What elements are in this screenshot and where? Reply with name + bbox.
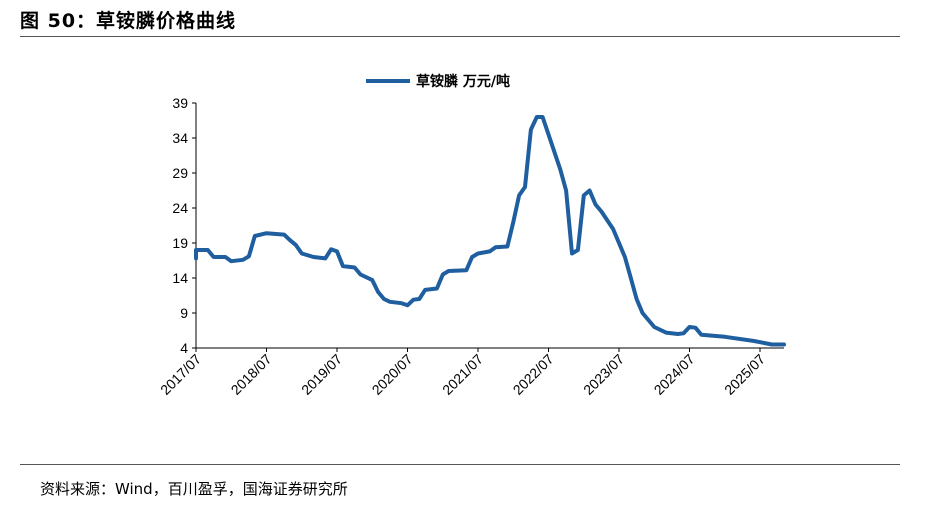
y-axis: 39 34 29 24 19 14 9 4 <box>172 95 197 356</box>
top-rule <box>20 36 900 37</box>
x-tick-label: 2020/07 <box>369 351 416 398</box>
bottom-rule <box>20 464 900 465</box>
x-tick-label: 2018/07 <box>228 351 275 398</box>
y-tick-label: 4 <box>180 340 188 356</box>
x-tick-label: 2021/07 <box>439 351 486 398</box>
x-tick-label: 2019/07 <box>298 351 345 398</box>
figure-title: 图 50：草铵膦价格曲线 <box>20 10 237 32</box>
x-tick-label: 2025/07 <box>721 351 768 398</box>
y-tick-label: 29 <box>172 165 188 181</box>
legend-label: 草铵膦 万元/吨 <box>416 73 510 90</box>
x-tick-label: 2022/07 <box>510 351 557 398</box>
x-tick-label: 2024/07 <box>651 351 698 398</box>
source-note: 资料来源：Wind，百川盈孚，国海证券研究所 <box>40 480 348 498</box>
x-axis: 2017/07 2018/07 2019/07 2020/07 2021/07 2022/… <box>157 347 784 398</box>
y-tick-label: 39 <box>172 95 188 111</box>
x-tick-label: 2023/07 <box>580 351 627 398</box>
y-tick-label: 19 <box>172 235 188 251</box>
series-line-caoanlin <box>194 115 786 347</box>
y-tick-label: 34 <box>172 130 188 146</box>
y-tick-label: 14 <box>172 270 188 286</box>
chart-legend: 草铵膦 万元/吨 <box>366 73 510 90</box>
y-tick-label: 24 <box>172 200 188 216</box>
y-tick-label: 9 <box>180 305 188 321</box>
x-tick-label: 2017/07 <box>157 351 204 398</box>
